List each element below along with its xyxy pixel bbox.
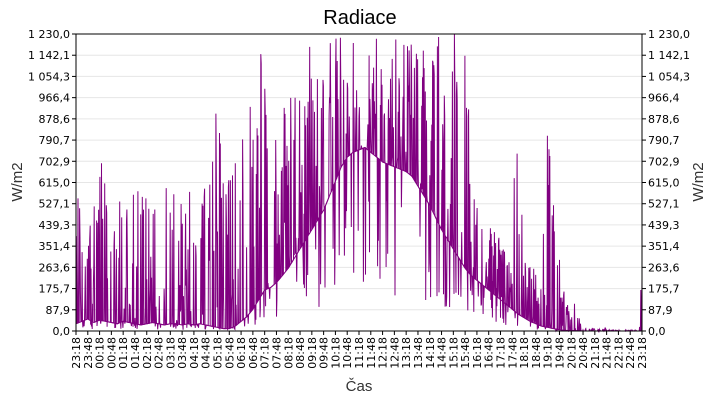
x-tick-label: 03:18 [164,337,177,369]
x-tick-label: 02:18 [141,337,154,369]
x-tick-label: 06:48 [247,337,260,369]
y-axis-label-left: W/m2 [9,162,26,201]
x-tick-label: 05:18 [212,337,225,369]
y-tick-label: 0,0 [648,325,666,338]
series-radiation [75,34,643,333]
y-tick-label: 702,9 [648,155,680,168]
y-tick-label: 1 230,0 [28,28,70,41]
y-tick-label: 702,9 [39,155,71,168]
y-tick-label: 263,6 [39,261,71,274]
x-tick-label: 15:48 [459,337,472,369]
x-tick-label: 10:48 [341,337,354,369]
y-axis-left: 0,0 87,9 175,7 263,6 351,4 439,3 527,1 615,0 702… [28,28,76,338]
y-tick-label: 175,7 [39,283,71,296]
x-tick-label: 14:18 [424,337,437,369]
x-tick-label: 16:48 [483,337,496,369]
y-tick-label: 1 054,3 [28,70,70,83]
chart-title: Radiace [323,7,396,29]
x-tick-label: 23:18 [70,337,83,369]
x-tick-label: 12:48 [388,337,401,369]
x-tick-label: 19:48 [553,337,566,369]
x-tick-label: 15:18 [447,337,460,369]
x-tick-label: 19:18 [542,337,555,369]
y-tick-label: 351,4 [39,240,71,253]
x-tick-label: 08:48 [294,337,307,369]
x-tick-label: 22:18 [612,337,625,369]
y-tick-label: 263,6 [648,261,680,274]
x-tick-label: 12:18 [377,337,390,369]
x-tick-label: 08:18 [282,337,295,369]
x-tick-label: 10:18 [329,337,342,369]
x-tick-label: 04:48 [200,337,213,369]
x-tick-label: 17:18 [495,337,508,369]
y-tick-label: 790,7 [39,134,71,147]
y-tick-label: 351,4 [648,240,680,253]
x-tick-label: 21:48 [601,337,614,369]
y-tick-label: 175,7 [648,283,680,296]
y-tick-label: 966,4 [648,92,680,105]
x-tick-label: 11:18 [353,337,366,369]
x-tick-label: 16:18 [471,337,484,369]
x-tick-label: 02:48 [153,337,166,369]
x-axis: 23:1823:4800:1800:4801:1801:4802:1802:48… [70,331,649,369]
x-tick-label: 07:18 [259,337,272,369]
x-tick-label: 14:48 [436,337,449,369]
x-tick-label: 01:18 [117,337,130,369]
x-tick-label: 06:18 [235,337,248,369]
x-tick-label: 20:18 [565,337,578,369]
series-line [75,34,643,333]
x-tick-label: 01:48 [129,337,142,369]
x-tick-label: 07:48 [270,337,283,369]
x-tick-label: 23:18 [636,337,649,369]
x-tick-label: 03:48 [176,337,189,369]
y-tick-label: 1 142,1 [28,49,70,62]
y-tick-label: 790,7 [648,134,680,147]
x-tick-label: 09:18 [306,337,319,369]
y-tick-label: 615,0 [648,177,680,190]
y-tick-label: 1 142,1 [648,49,690,62]
x-tick-label: 23:48 [82,337,95,369]
x-tick-label: 13:18 [400,337,413,369]
x-tick-label: 05:48 [223,337,236,369]
x-axis-label: Čas [346,378,373,395]
y-tick-label: 439,3 [648,219,680,232]
x-tick-label: 13:48 [412,337,425,369]
x-tick-label: 11:48 [365,337,378,369]
y-tick-label: 1 230,0 [648,28,690,41]
x-tick-label: 00:48 [105,337,118,369]
x-tick-label: 09:48 [318,337,331,369]
x-tick-label: 18:18 [518,337,531,369]
y-tick-label: 439,3 [39,219,71,232]
y-tick-label: 0,0 [53,325,71,338]
x-tick-label: 18:48 [530,337,543,369]
series-baseline [75,146,642,332]
y-tick-label: 527,1 [648,198,680,211]
y-axis-label-right: W/m2 [690,162,707,201]
y-tick-label: 87,9 [648,304,673,317]
y-tick-label: 615,0 [39,177,71,190]
y-tick-label: 966,4 [39,92,71,105]
y-tick-label: 87,9 [46,304,71,317]
y-tick-label: 1 054,3 [648,70,690,83]
y-tick-label: 878,6 [39,113,71,126]
y-tick-label: 878,6 [648,113,680,126]
x-tick-label: 04:18 [188,337,201,369]
x-tick-label: 21:18 [589,337,602,369]
x-tick-label: 22:48 [624,337,637,369]
y-axis-right: 0,0 87,9 175,7 263,6 351,4 439,3 527,1 615,0 702… [642,28,690,338]
y-tick-label: 527,1 [39,198,71,211]
x-tick-label: 17:48 [506,337,519,369]
x-tick-label: 00:18 [94,337,107,369]
x-tick-label: 20:48 [577,337,590,369]
